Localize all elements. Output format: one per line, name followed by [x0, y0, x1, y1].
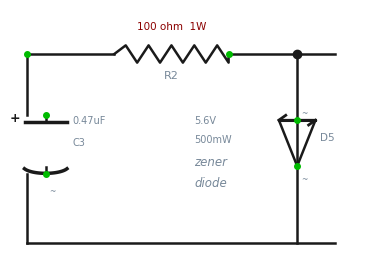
Text: zener: zener	[194, 156, 227, 168]
Text: ~: ~	[301, 109, 307, 118]
Text: ~: ~	[301, 175, 307, 184]
Text: ~: ~	[50, 187, 56, 196]
Text: R2: R2	[164, 70, 179, 81]
Text: diode: diode	[194, 177, 227, 190]
Text: 0.47uF: 0.47uF	[72, 116, 106, 127]
Text: +: +	[10, 112, 21, 125]
Text: 100 ohm  1W: 100 ohm 1W	[137, 22, 206, 32]
Text: 500mW: 500mW	[194, 135, 232, 146]
Text: 5.6V: 5.6V	[194, 116, 216, 127]
Text: D5: D5	[320, 133, 335, 143]
Text: C3: C3	[72, 138, 85, 148]
